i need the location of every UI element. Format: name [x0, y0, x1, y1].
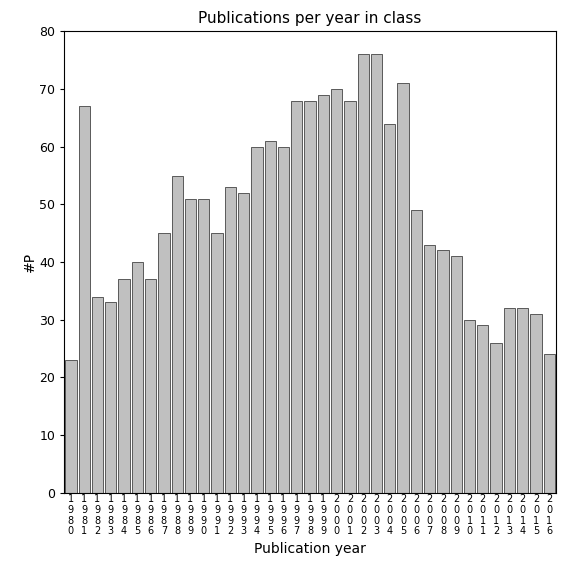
- Bar: [211, 233, 223, 493]
- Bar: [318, 95, 329, 493]
- Bar: [145, 280, 156, 493]
- Bar: [278, 147, 289, 493]
- Bar: [105, 302, 116, 493]
- Bar: [411, 210, 422, 493]
- Bar: [503, 308, 515, 493]
- X-axis label: Publication year: Publication year: [254, 542, 366, 556]
- Bar: [198, 198, 209, 493]
- Bar: [238, 193, 249, 493]
- Bar: [384, 124, 395, 493]
- Bar: [92, 297, 103, 493]
- Bar: [530, 314, 541, 493]
- Bar: [304, 100, 316, 493]
- Bar: [251, 147, 263, 493]
- Bar: [424, 245, 435, 493]
- Bar: [265, 141, 276, 493]
- Bar: [291, 100, 302, 493]
- Bar: [544, 354, 555, 493]
- Bar: [358, 54, 369, 493]
- Bar: [451, 256, 462, 493]
- Bar: [172, 176, 183, 493]
- Bar: [371, 54, 382, 493]
- Bar: [65, 360, 77, 493]
- Bar: [397, 83, 409, 493]
- Bar: [477, 325, 488, 493]
- Bar: [464, 320, 475, 493]
- Title: Publications per year in class: Publications per year in class: [198, 11, 422, 26]
- Bar: [490, 342, 502, 493]
- Bar: [344, 100, 356, 493]
- Bar: [132, 262, 143, 493]
- Bar: [225, 187, 236, 493]
- Bar: [79, 107, 90, 493]
- Bar: [119, 280, 130, 493]
- Bar: [437, 251, 448, 493]
- Bar: [331, 89, 342, 493]
- Y-axis label: #P: #P: [23, 252, 36, 272]
- Bar: [158, 233, 170, 493]
- Bar: [185, 198, 196, 493]
- Bar: [517, 308, 528, 493]
